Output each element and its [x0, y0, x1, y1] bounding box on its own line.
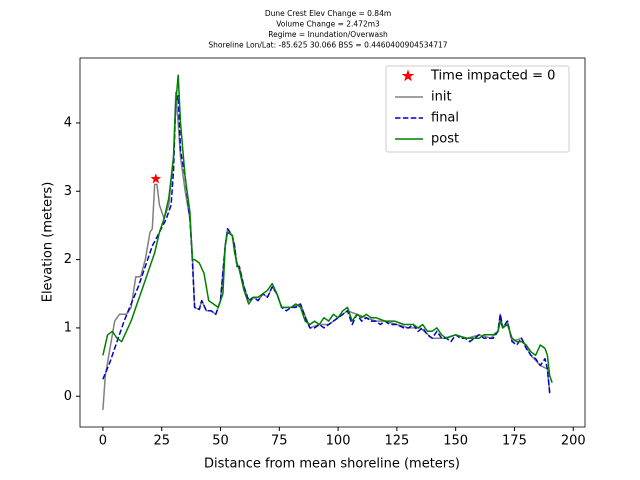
legend-marker — [401, 69, 415, 82]
x-tick-label: 175 — [502, 434, 527, 449]
x-axis-label: Distance from mean shoreline (meters) — [204, 457, 460, 472]
legend: Time impacted = 0 init final post — [385, 65, 570, 153]
chart-title: Volume Change = 2.472m3 — [276, 20, 380, 29]
series-line — [102, 74, 553, 383]
y-tick-label: 2 — [64, 252, 72, 267]
chart-title: Dune Crest Elev Change = 0.84m — [265, 9, 391, 18]
y-tick-label: 4 — [64, 115, 72, 130]
x-tick-label: 150 — [443, 434, 468, 449]
x-tick-label: 100 — [326, 434, 351, 449]
chart-title: Regime = Inundation/Overwash — [268, 30, 388, 39]
x-tick-label: 25 — [153, 434, 170, 449]
legend-label: post — [431, 132, 459, 147]
marker — [150, 173, 162, 184]
y-tick-label: 1 — [64, 320, 72, 335]
axes-frame — [79, 57, 586, 428]
chart-title: Shoreline Lon/Lat: -85.625 30.066 BSS = … — [208, 41, 447, 50]
title-block: Dune Crest Elev Change = 0.84m Volume Cha… — [208, 9, 447, 50]
x-tick-label: 75 — [271, 434, 288, 449]
legend-label: Time impacted = 0 — [430, 69, 555, 84]
x-tick-label: 50 — [212, 434, 229, 449]
y-tick-label: 0 — [64, 389, 72, 404]
y-tick-label: 3 — [64, 184, 72, 199]
x-tick-label: 200 — [561, 434, 586, 449]
y-axis-label: Elevation (meters) — [41, 182, 56, 303]
plot — [102, 74, 553, 410]
legend-label: final — [431, 111, 459, 126]
legend-label: init — [431, 90, 452, 105]
legend-box — [385, 65, 570, 153]
x-tick-label: 125 — [384, 434, 409, 449]
x-tick-label: 0 — [99, 434, 107, 449]
